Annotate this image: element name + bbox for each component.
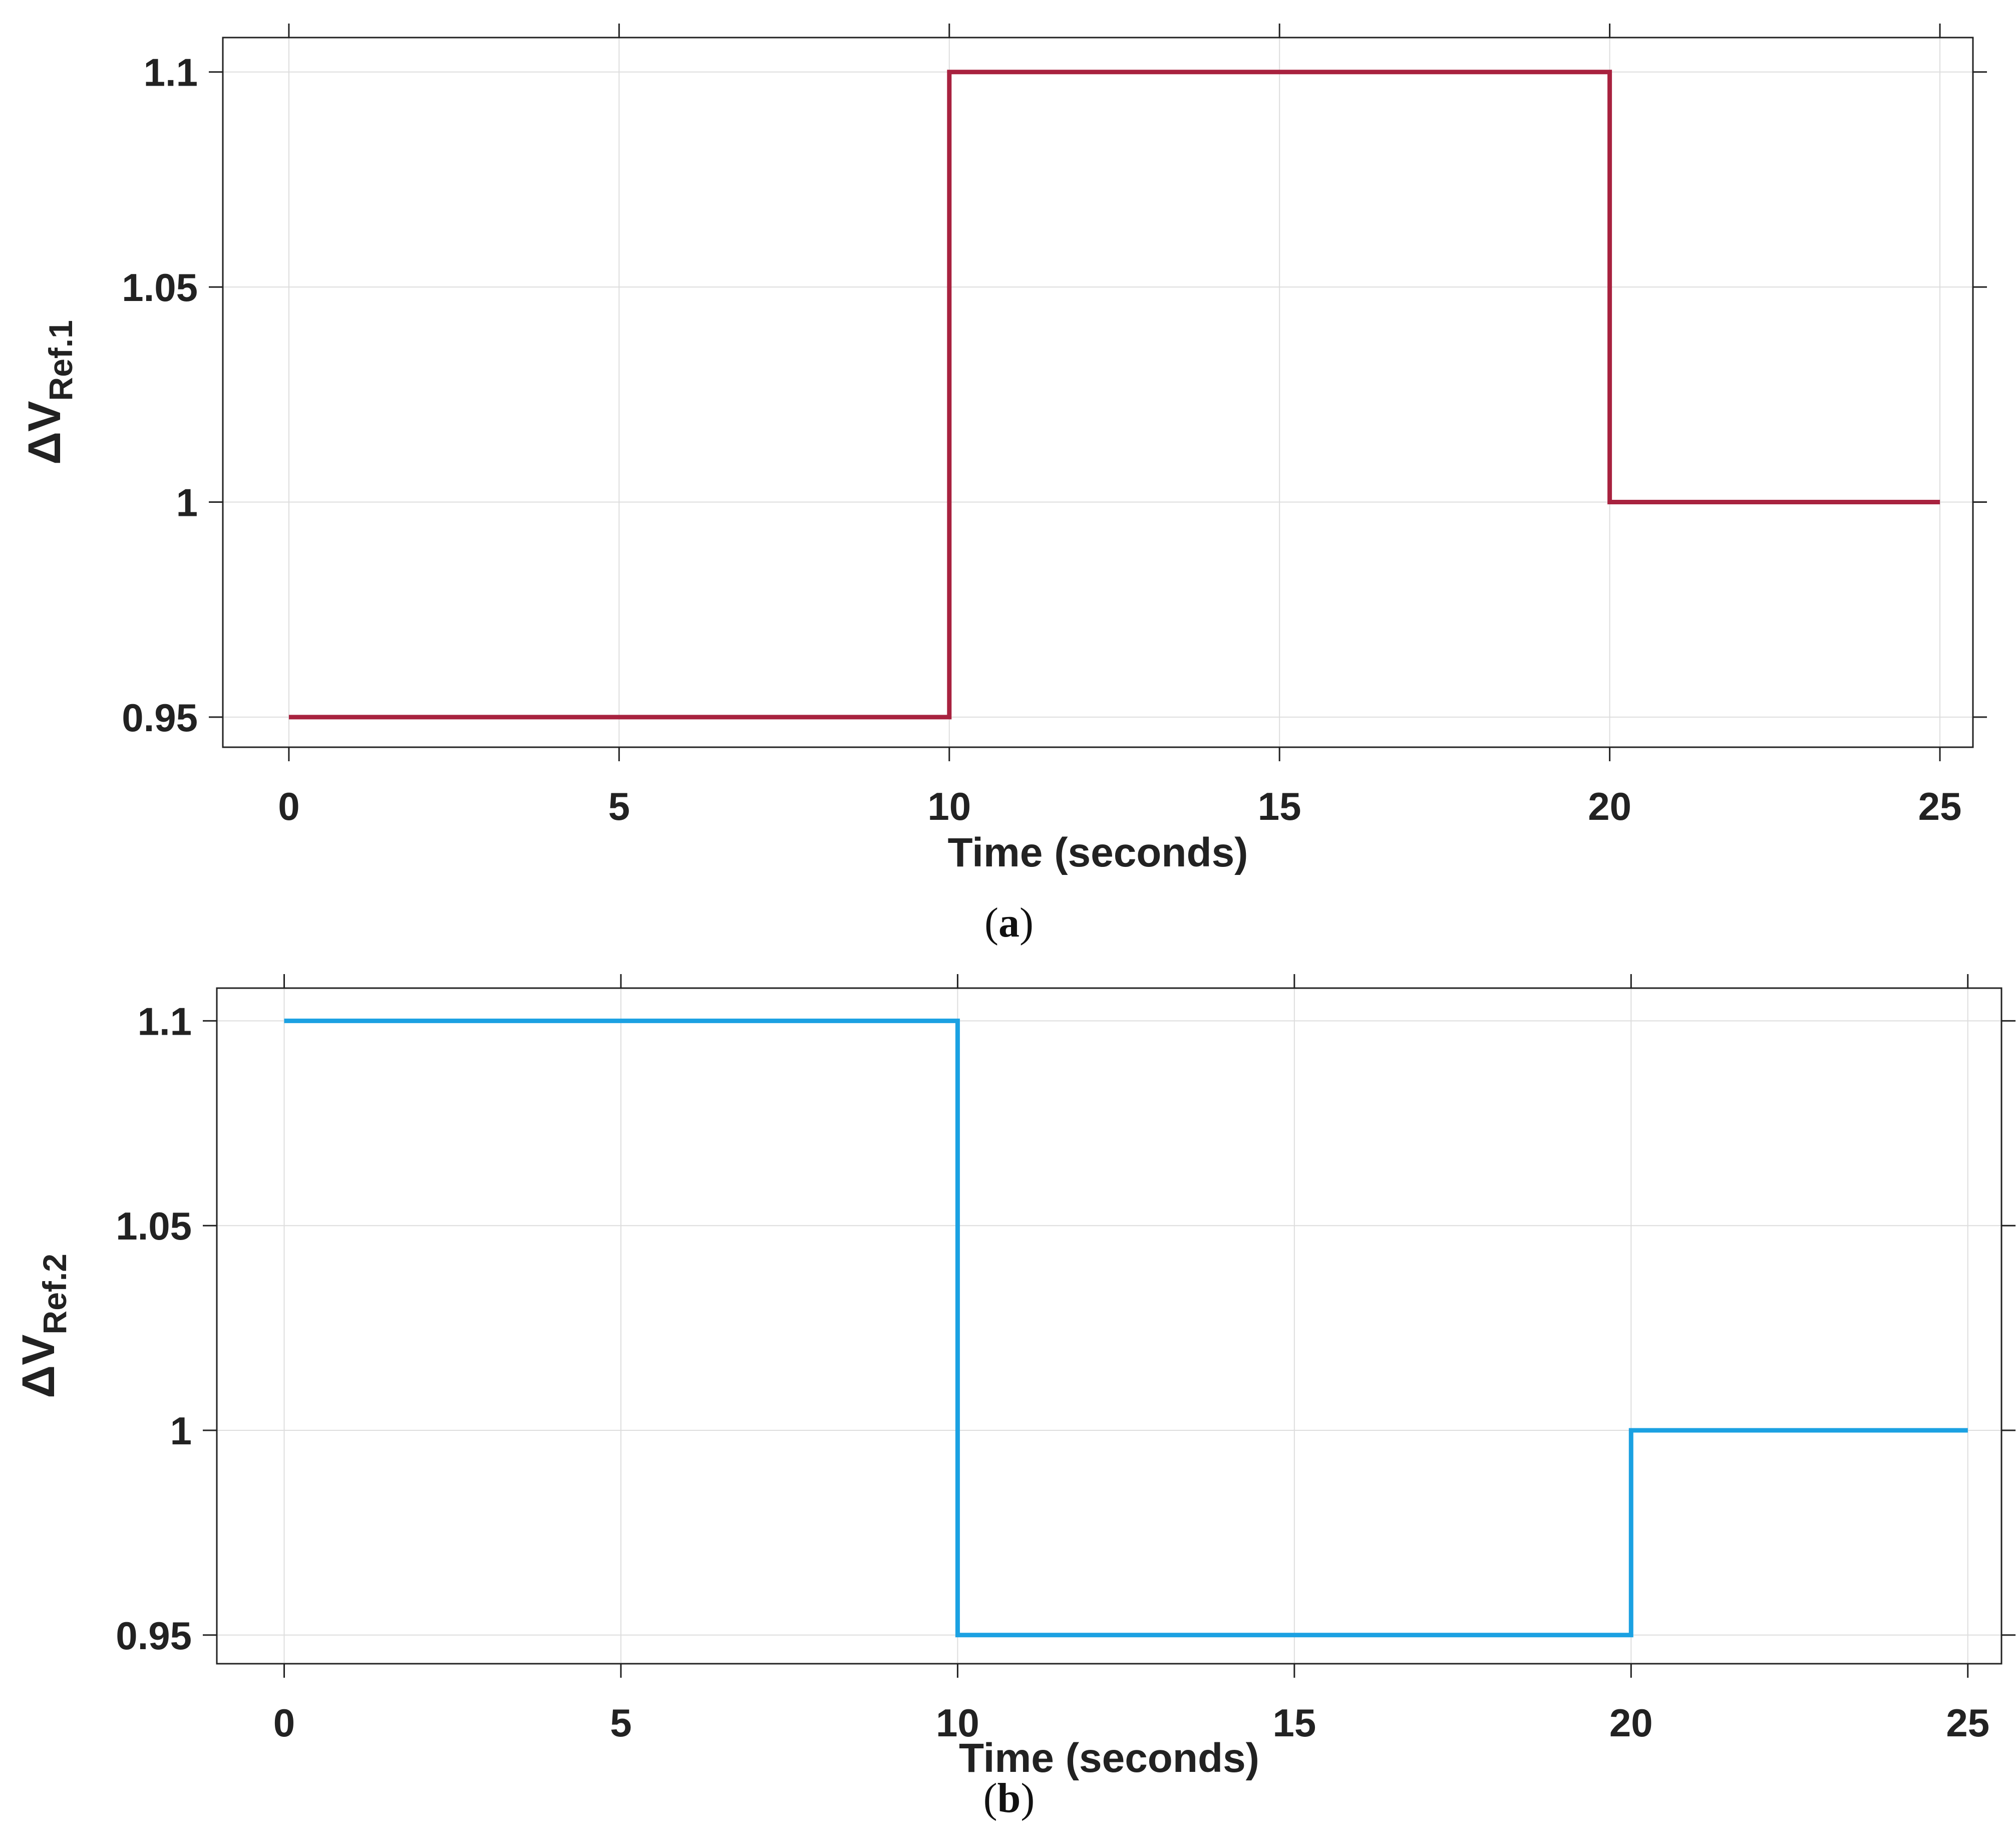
- y-axis-title-main: ΔV: [13, 1334, 64, 1398]
- y-tick-labels: 0.95 1 1.05 1.1: [122, 51, 198, 740]
- x-axis-title: Time (seconds): [959, 1735, 1259, 1781]
- y-tick-label: 1.1: [138, 999, 192, 1043]
- series-line-dv-ref2: [284, 1018, 1968, 1638]
- series-line-dv-ref1: [288, 70, 1940, 720]
- chart-panel-b: 0.95 1 1.05 1.1 0 5 10 15 20 25 Time (seconds) Δ…: [13, 974, 2015, 1821]
- x-tick-label: 5: [610, 1701, 631, 1745]
- axis-ticks: [209, 24, 1987, 761]
- x-axis-title: Time (seconds): [948, 830, 1248, 875]
- y-tick-label: 1.05: [116, 1204, 192, 1248]
- y-tick-label: 0.95: [116, 1614, 192, 1658]
- x-tick-label: 25: [1918, 784, 1962, 828]
- panel-caption: (a): [984, 899, 1034, 946]
- x-tick-label: 5: [608, 784, 630, 828]
- x-tick-label: 15: [1258, 784, 1301, 828]
- y-axis-title-main: ΔV: [19, 401, 70, 465]
- x-tick-label: 20: [1588, 784, 1631, 828]
- y-axis-title-subscript: Ref.2: [36, 1254, 73, 1334]
- plot-frame: [216, 987, 2002, 1665]
- x-tick-label: 0: [273, 1701, 295, 1745]
- x-tick-label: 20: [1609, 1701, 1653, 1745]
- y-axis-title: ΔVRef.1: [19, 320, 79, 465]
- x-tick-label: 25: [1946, 1701, 1989, 1745]
- x-tick-labels: 0 5 10 15 20 25: [273, 1701, 1989, 1745]
- x-tick-labels: 0 5 10 15 20 25: [278, 784, 1961, 828]
- y-tick-label: 0.95: [122, 696, 198, 740]
- panel-caption: (b): [983, 1775, 1035, 1821]
- x-tick-label: 10: [927, 784, 971, 828]
- x-tick-label: 10: [936, 1701, 979, 1745]
- x-tick-label: 15: [1272, 1701, 1316, 1745]
- chart-panel-a: 0.95 1 1.05 1.1 0 5 10 15 20 25 Time (seconds) Δ…: [19, 24, 1987, 946]
- y-tick-labels: 0.95 1 1.05 1.1: [116, 999, 192, 1657]
- x-tick-label: 0: [278, 784, 299, 828]
- y-tick-label: 1: [176, 480, 198, 524]
- y-tick-label: 1.1: [144, 51, 198, 95]
- plot-frame: [222, 37, 1974, 748]
- y-tick-label: 1.05: [122, 265, 198, 310]
- y-axis-title-subscript: Ref.1: [42, 320, 79, 401]
- axis-ticks: [203, 974, 2015, 1678]
- y-tick-label: 1: [170, 1409, 192, 1453]
- y-axis-title: ΔVRef.2: [13, 1254, 73, 1398]
